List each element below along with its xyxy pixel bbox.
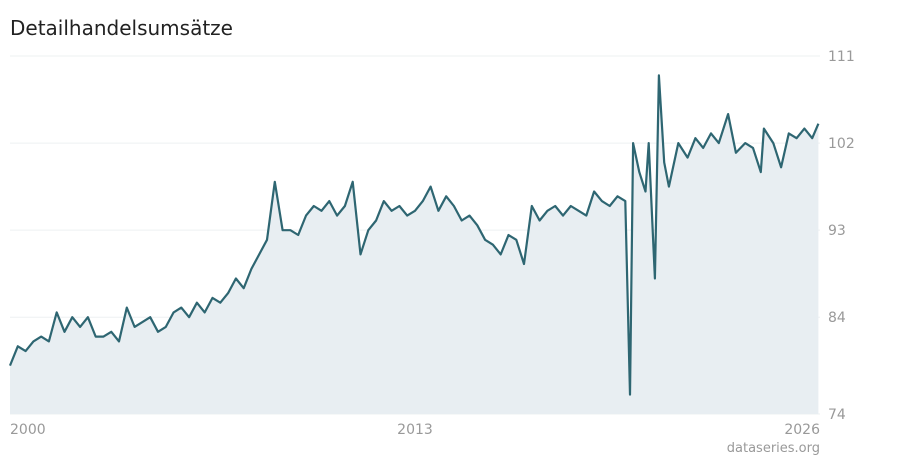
y-tick-label: 111 <box>828 49 855 65</box>
source: dataseries.org <box>727 441 820 456</box>
y-tick-label: 84 <box>828 310 846 326</box>
chart-title: Detailhandelsumsätze <box>10 16 233 40</box>
y-tick-label: 74 <box>828 407 846 423</box>
x-tick-label: 2013 <box>397 422 433 438</box>
x-tick-label: 2026 <box>784 422 820 438</box>
y-tick-label: 102 <box>828 136 855 152</box>
y-tick-label: 93 <box>828 223 846 239</box>
x-tick-label: 2000 <box>10 422 46 438</box>
line <box>8 74 820 396</box>
area <box>10 75 819 415</box>
